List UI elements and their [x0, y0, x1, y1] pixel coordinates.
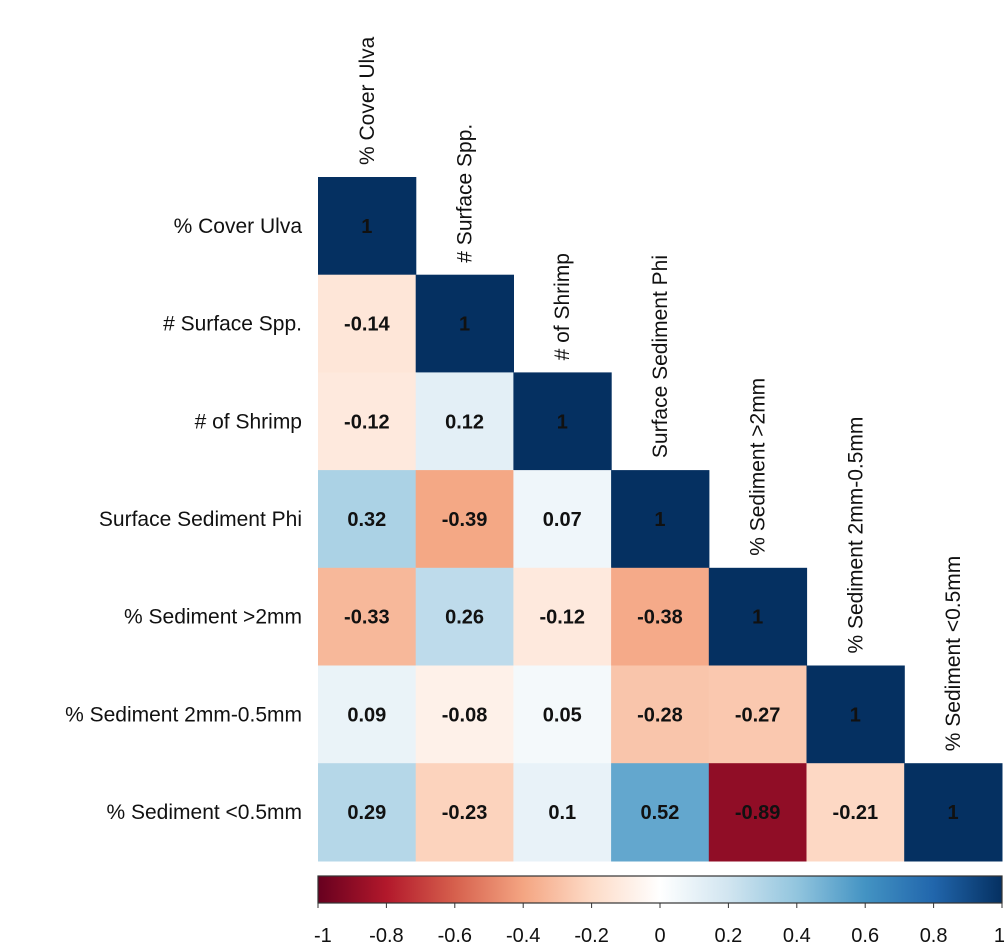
colorbar-tick-label: 0 [654, 925, 665, 946]
heatmap-cell [513, 763, 612, 862]
row-label: # of Shrimp [195, 410, 302, 433]
cell-value-label: 1 [850, 704, 861, 726]
heatmap-cell [806, 665, 905, 764]
cell-value-label: 0.12 [445, 411, 484, 433]
colorbar-tick-label: -0.8 [369, 925, 403, 946]
heatmap-cell [708, 567, 808, 667]
heatmap-cell [806, 763, 905, 862]
colorbar-tick-label: -0.4 [506, 925, 540, 946]
colorbar: -1 -0.8 -0.6 -0.4 -0.2 0 0.2 0.4 0.6 0.8 1 [314, 875, 1005, 947]
heatmap-cell [318, 470, 417, 569]
heatmap-cell [318, 372, 417, 471]
cell-value-label: -0.12 [344, 411, 390, 433]
row-labels: % Cover Ulva # Surface Spp. # of Shrimp Sur… [65, 215, 302, 824]
column-label: % Cover Ulva [356, 36, 379, 165]
row-label: % Sediment <0.5mm [106, 801, 302, 824]
heatmap-cell [318, 177, 417, 276]
heatmap-cell [513, 665, 612, 764]
cell-value-label: -0.27 [735, 704, 781, 726]
heatmap-cell [611, 763, 710, 862]
heatmap-cell [318, 567, 417, 667]
heatmap-cell [611, 665, 710, 764]
heatmap-cell [415, 665, 514, 764]
colorbar-tick-label: 0.2 [714, 925, 742, 946]
heatmap-cell [513, 470, 612, 569]
colorbar-tick-label: 0.8 [920, 925, 948, 946]
cell-value-label: 1 [752, 607, 763, 629]
heatmap-cell [611, 567, 710, 667]
heatmap-cell [513, 372, 612, 471]
column-label: Surface Sediment Phi [649, 255, 672, 458]
cell-value-label: -0.28 [637, 704, 683, 726]
cell-value-label: 0.52 [640, 802, 679, 824]
row-label: # Surface Spp. [163, 313, 302, 336]
heatmap-cell [415, 372, 514, 471]
cell-value-label: 1 [557, 411, 568, 433]
cell-value-label: -0.89 [735, 802, 781, 824]
colorbar-tick-label: -0.6 [438, 925, 472, 946]
cell-value-label: 0.09 [347, 704, 386, 726]
colorbar-tick-label: -1 [314, 925, 332, 946]
heatmap-cell [318, 274, 417, 373]
column-label: # of Shrimp [551, 253, 574, 360]
cell-value-label: -0.23 [442, 802, 488, 824]
heatmap-cell [611, 470, 710, 569]
cell-value-label: -0.33 [344, 607, 390, 629]
cell-value-label: 0.1 [548, 802, 576, 824]
colorbar-tick-label: -0.2 [574, 925, 608, 946]
column-label: % Sediment >2mm [747, 378, 770, 556]
cell-value-label: 1 [459, 314, 470, 336]
row-label: Surface Sediment Phi [99, 508, 302, 531]
heatmap-cell [708, 665, 808, 764]
heatmap-cell [415, 470, 514, 569]
cell-value-label: -0.39 [442, 509, 488, 531]
cell-value-label: 1 [654, 509, 665, 531]
colorbar-tick-label: 0.4 [783, 925, 811, 946]
heatmap-cell [904, 763, 1003, 862]
cell-value-label: 0.07 [543, 509, 582, 531]
row-label: % Cover Ulva [174, 215, 303, 238]
row-label: % Sediment 2mm-0.5mm [65, 703, 302, 726]
cell-value-label: 0.26 [445, 607, 484, 629]
cell-value-label: -0.08 [442, 704, 488, 726]
cell-value-label: 0.32 [347, 509, 386, 531]
column-label: % Sediment 2mm-0.5mm [844, 417, 867, 654]
cell-value-label: 1 [361, 216, 372, 238]
row-label: % Sediment >2mm [124, 606, 302, 629]
heatmap-cell [415, 763, 514, 862]
colorbar-tick-label: 0.6 [851, 925, 879, 946]
colorbar-tick-label: 1 [994, 925, 1005, 946]
heatmap-cell [318, 665, 417, 764]
cell-value-label: 0.05 [543, 704, 582, 726]
heatmap-cells: 1 -0.14 1 -0.12 0.12 1 0.32 -0.39 0.07 1 -0.33 0.26… [318, 177, 1003, 862]
heatmap-cell [415, 567, 514, 667]
cell-value-label: 0.29 [347, 802, 386, 824]
heatmap-cell [415, 274, 514, 373]
heatmap-cell [318, 763, 417, 862]
cell-value-label: -0.38 [637, 607, 683, 629]
cell-value-label: -0.12 [539, 607, 585, 629]
heatmap-cell [513, 567, 612, 667]
column-labels: % Cover Ulva # Surface Spp. # of Shrimp Sur… [356, 36, 965, 751]
cell-value-label: -0.14 [344, 314, 390, 336]
heatmap-cell [708, 763, 808, 862]
cell-value-label: 1 [947, 802, 958, 824]
column-label: % Sediment <0.5mm [942, 556, 965, 752]
colorbar-gradient [317, 875, 1003, 904]
cell-value-label: -0.21 [833, 802, 879, 824]
column-label: # Surface Spp. [454, 124, 477, 263]
